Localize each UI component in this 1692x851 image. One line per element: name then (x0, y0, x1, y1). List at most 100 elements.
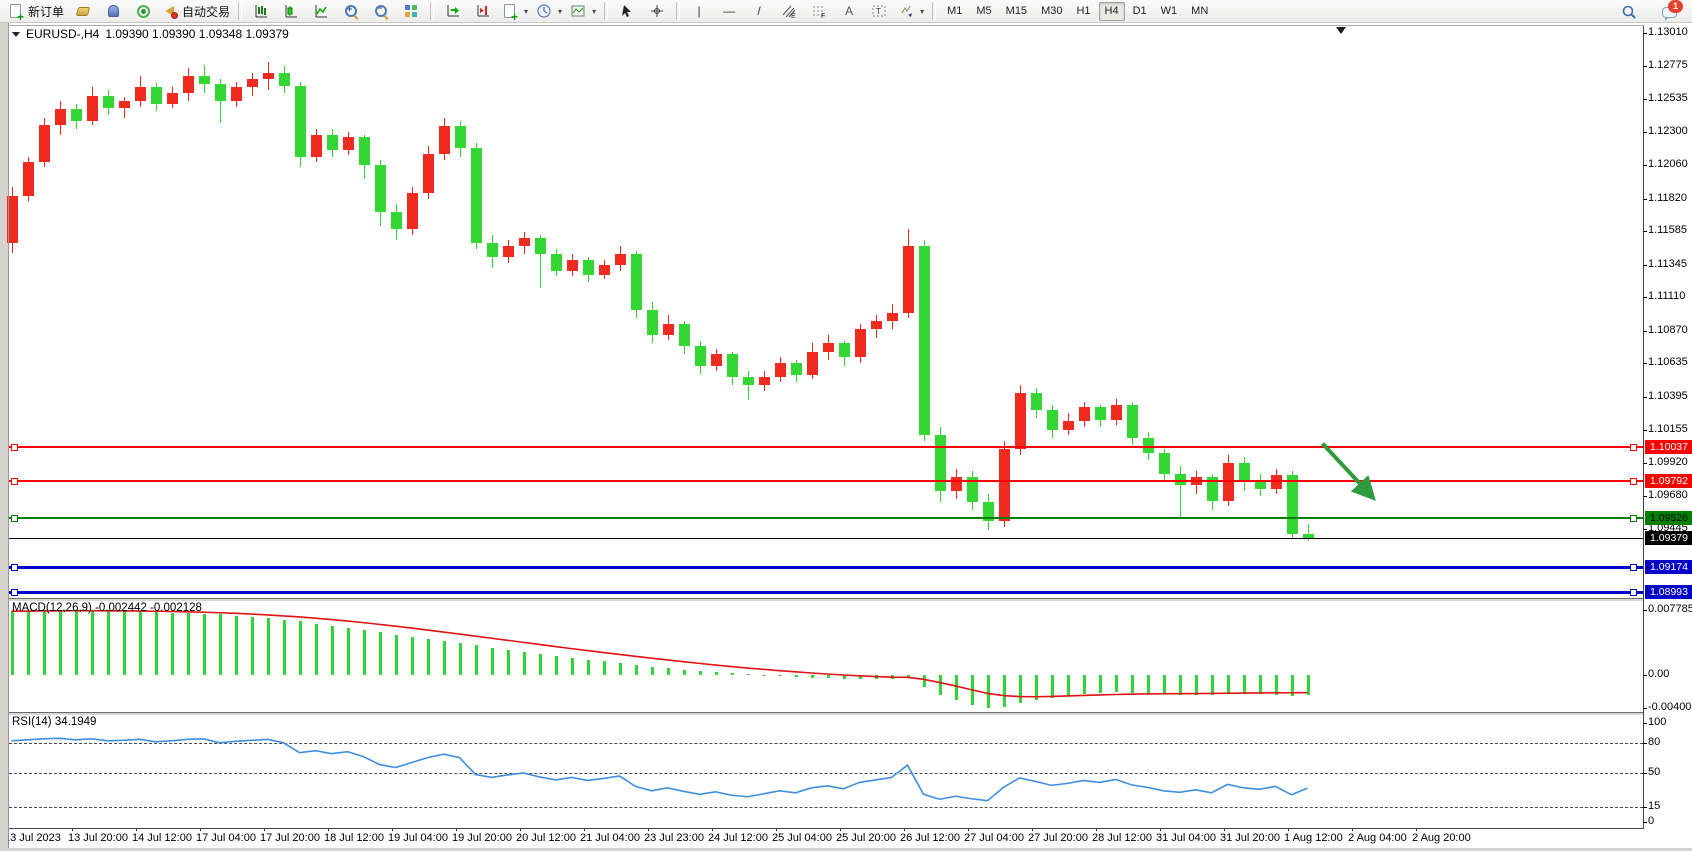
line-anchor[interactable] (1630, 443, 1637, 451)
price-tick-mark (1643, 65, 1647, 67)
horizontal-line-button[interactable]: — (714, 0, 744, 22)
search-button[interactable] (1614, 1, 1644, 23)
timeframe-m5-button[interactable]: M5 (976, 4, 992, 17)
price-line-badge: 1.09174 (1645, 559, 1692, 574)
timeframe-m15-button[interactable]: M15 (1005, 4, 1028, 17)
candle (38, 124, 50, 163)
macd-histogram-bar (74, 610, 78, 675)
line-anchor[interactable] (1630, 563, 1637, 571)
macd-histogram-bar (1098, 675, 1102, 693)
price-tick-mark (1643, 363, 1647, 365)
horizontal-line-object[interactable] (9, 479, 1643, 482)
alerts-button[interactable] (68, 0, 98, 22)
text-label-button[interactable]: T (864, 0, 894, 22)
new-order-icon: + (8, 3, 24, 23)
text-button[interactable]: A (834, 0, 864, 22)
timeframe-d1-button[interactable]: D1 (1132, 4, 1147, 17)
macd-axis-label: 0.007785 (1648, 603, 1692, 616)
date-axis-label: 13 Jul 20:00 (68, 832, 128, 844)
horizontal-line-object[interactable] (9, 445, 1643, 448)
timeframe-w1-button[interactable]: W1 (1160, 4, 1178, 17)
timeframe-mn-button[interactable]: MN (1191, 4, 1209, 17)
line-anchor[interactable] (1630, 477, 1637, 485)
macd-histogram-bar (378, 632, 382, 675)
macd-histogram-bar (954, 675, 958, 700)
candle (614, 254, 626, 266)
cursor-button[interactable] (612, 0, 642, 22)
line-anchor[interactable] (11, 514, 18, 522)
tile-windows-button[interactable] (396, 0, 426, 22)
line-anchor[interactable] (1630, 514, 1637, 522)
publisher-button[interactable] (98, 0, 128, 22)
candle (998, 449, 1010, 522)
rsi-level-line (9, 807, 1643, 809)
vertical-line-button[interactable]: | (684, 0, 714, 22)
candle (390, 212, 402, 230)
chart-line-button[interactable] (306, 0, 336, 22)
auto-trading-icon (162, 3, 179, 19)
date-axis-label: 14 Jul 12:00 (132, 832, 192, 844)
rsi-tick-mark (1643, 772, 1647, 774)
signals-button[interactable] (128, 0, 158, 22)
new-order-button[interactable]: + 新订单 (4, 0, 68, 23)
price-tick-mark (1643, 297, 1647, 299)
macd-histogram-bar (1178, 675, 1182, 695)
rsi-axis-label: 80 (1648, 735, 1661, 748)
candle (230, 87, 242, 102)
pane-splitter[interactable] (8, 713, 1644, 715)
price-tick-mark (1643, 131, 1647, 133)
fibonacci-button[interactable]: F (804, 0, 834, 22)
arrows-button[interactable] (894, 0, 928, 22)
chart-shift-marker[interactable] (1336, 27, 1346, 34)
trendline-button[interactable]: / (744, 0, 774, 22)
chart-bars-button[interactable] (246, 0, 276, 22)
svg-text:F: F (821, 13, 825, 19)
periods-button[interactable] (532, 0, 566, 22)
line-anchor[interactable] (11, 477, 18, 485)
horizontal-line-object[interactable] (9, 565, 1643, 569)
horizontal-line-object[interactable] (9, 516, 1643, 519)
chart-shift-button[interactable] (468, 0, 498, 22)
zoom-in-button[interactable]: + (336, 0, 366, 22)
rsi-label: RSI(14) 34.1949 (12, 716, 97, 728)
timeframe-h4-button[interactable]: H4 (1098, 1, 1125, 21)
crosshair-button[interactable] (642, 0, 672, 22)
timeframe-m30-button[interactable]: M30 (1041, 4, 1063, 17)
candle (150, 87, 162, 104)
notifications-button[interactable]: 1 (1654, 0, 1684, 23)
date-tick-mark (328, 828, 329, 831)
chart-candles-button[interactable] (276, 0, 306, 22)
auto-scroll-button[interactable] (438, 0, 468, 22)
auto-trading-button[interactable]: 自动交易 (158, 0, 234, 22)
date-tick-mark (264, 828, 265, 831)
rsi-pane-bottom-border (8, 828, 1644, 829)
date-axis-label: 13 Jul 2023 (4, 832, 61, 844)
trendline-icon: / (757, 4, 761, 18)
equidistant-channel-button[interactable]: E (774, 0, 804, 22)
horizontal-line-object[interactable] (9, 590, 1643, 594)
macd-histogram-bar (538, 653, 542, 675)
price-tick-mark (1643, 99, 1647, 101)
macd-histogram-bar (650, 666, 654, 675)
line-anchor[interactable] (11, 443, 18, 451)
timeframe-m1-button[interactable]: M1 (947, 4, 963, 17)
candle (1254, 482, 1266, 490)
macd-histogram-bar (746, 674, 750, 676)
macd-histogram-bar (458, 642, 462, 675)
down-arrow-annotation[interactable] (8, 26, 1643, 599)
toolbar-separator (430, 2, 435, 20)
price-tick-mark (1643, 396, 1647, 398)
pane-splitter[interactable] (8, 599, 1644, 601)
line-anchor[interactable] (1630, 588, 1637, 596)
templates-button[interactable] (566, 0, 600, 22)
collapse-panel-icon[interactable] (12, 31, 20, 37)
macd-histogram-bar (186, 612, 190, 675)
timeframe-h1-button[interactable]: H1 (1076, 4, 1091, 17)
macd-histogram-bar (602, 661, 606, 675)
line-anchor[interactable] (11, 563, 18, 571)
indicators-button[interactable]: + (498, 0, 532, 23)
date-tick-mark (1416, 828, 1417, 831)
line-anchor[interactable] (11, 588, 18, 596)
zoom-out-button[interactable]: − (366, 0, 396, 22)
macd-histogram-bar (154, 611, 158, 675)
